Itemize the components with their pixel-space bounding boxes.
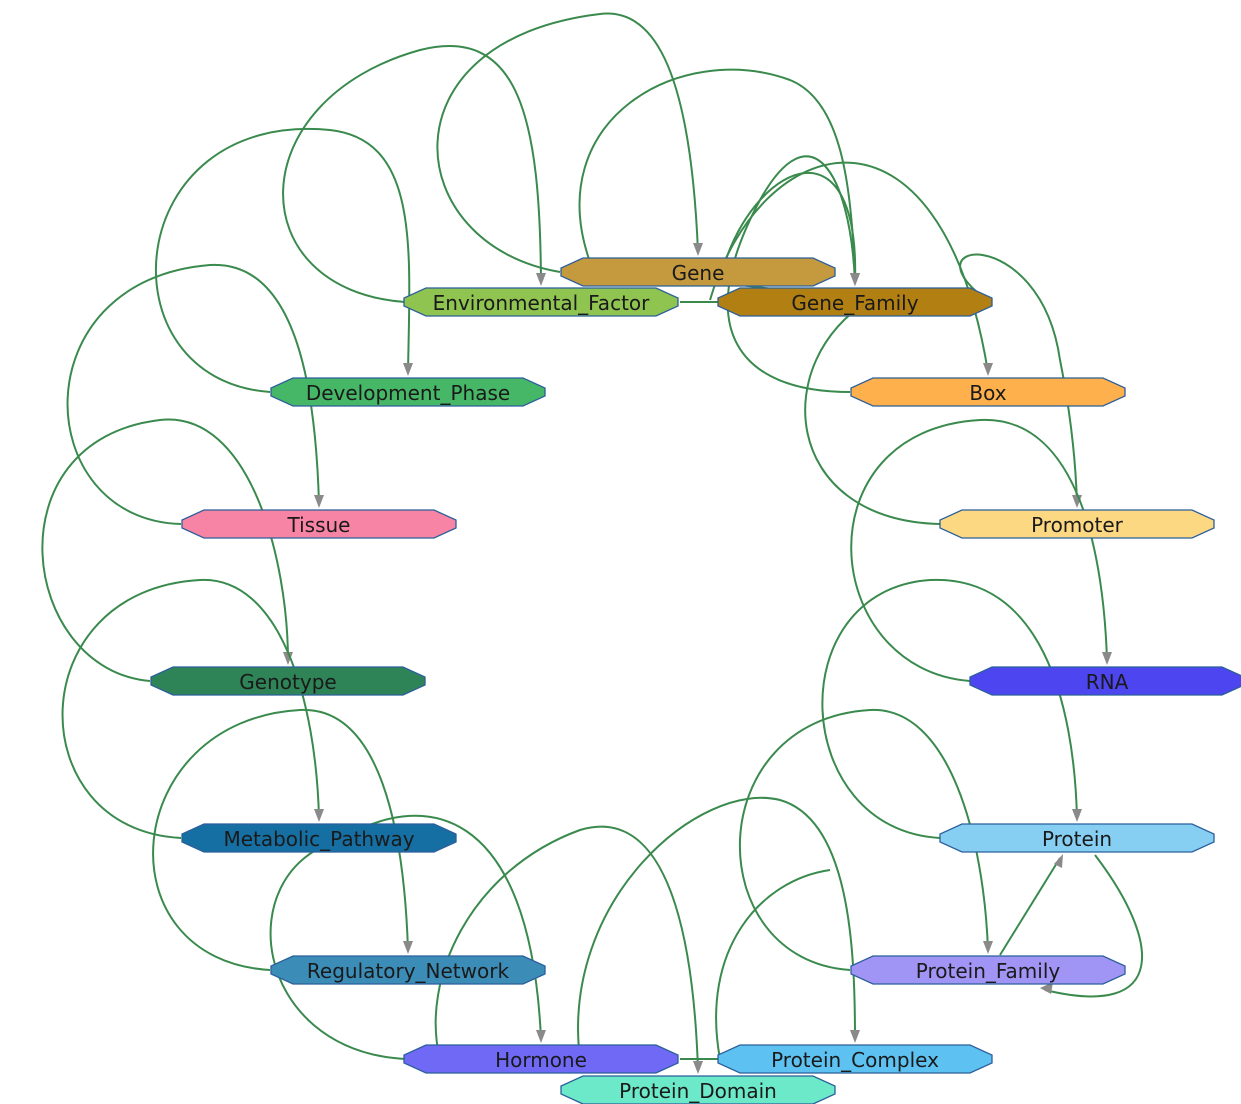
node-shape	[150, 666, 426, 696]
arrowhead-icon	[983, 941, 993, 954]
arrowhead-icon	[1054, 854, 1063, 868]
node-label: RNA	[1086, 670, 1129, 694]
node-gene[interactable]: Gene	[560, 257, 836, 287]
node-shape	[403, 287, 679, 317]
arrowhead-icon	[536, 273, 546, 286]
edge-5	[155, 127, 411, 393]
node-shape	[270, 377, 546, 407]
node-label: Gene	[672, 261, 725, 285]
node-regulatory-network[interactable]: Regulatory_Network	[270, 955, 546, 985]
node-label: Genotype	[239, 670, 336, 694]
arrowhead-icon	[403, 363, 413, 376]
node-shape	[270, 955, 546, 985]
edge-13	[821, 578, 1078, 839]
edge-12	[61, 578, 320, 839]
edge-17	[1044, 854, 1144, 998]
node-shape	[850, 377, 1126, 407]
node-shape	[717, 287, 993, 317]
arrowhead-icon	[983, 363, 993, 376]
arrowhead-icon	[536, 1030, 546, 1043]
edge-1	[578, 68, 856, 283]
edge-14	[152, 708, 409, 971]
node-protein-family[interactable]: Protein_Family	[850, 955, 1126, 985]
node-shape	[560, 1075, 836, 1104]
node-shape	[850, 955, 1126, 985]
edge-8	[959, 253, 1078, 505]
edge-10	[41, 418, 289, 682]
node-label: Box	[969, 381, 1006, 405]
node-label: Protein_Complex	[771, 1048, 939, 1072]
node-label: Regulatory_Network	[307, 959, 510, 983]
node-tissue[interactable]: Tissue	[181, 509, 457, 539]
node-shape	[939, 823, 1215, 853]
node-promoter[interactable]: Promoter	[939, 509, 1215, 539]
arrowhead-icon	[403, 941, 413, 954]
node-label: Protein_Family	[916, 959, 1061, 983]
edge-3	[724, 172, 857, 283]
node-protein[interactable]: Protein	[939, 823, 1215, 853]
node-label: Environmental_Factor	[433, 291, 651, 315]
node-environmental-factor[interactable]: Environmental_Factor	[403, 287, 679, 317]
node-box[interactable]: Box	[850, 377, 1126, 407]
node-label: Tissue	[287, 513, 351, 537]
node-label: Protein_Domain	[619, 1079, 777, 1103]
edge-6	[726, 155, 856, 393]
arrowhead-icon	[850, 273, 860, 286]
node-hormone[interactable]: Hormone	[403, 1044, 679, 1074]
node-label: Promoter	[1031, 513, 1124, 537]
node-label: Metabolic_Pathway	[223, 827, 414, 851]
node-label: Development_Phase	[306, 381, 510, 405]
edge-16	[999, 857, 1061, 956]
node-shape	[560, 257, 836, 287]
arrowhead-icon	[1040, 982, 1053, 994]
node-metabolic-pathway[interactable]: Metabolic_Pathway	[181, 823, 457, 853]
arrowhead-icon	[693, 1061, 703, 1074]
arrowhead-icon	[1072, 809, 1082, 822]
node-shape	[181, 509, 457, 539]
edge-0	[436, 12, 699, 273]
node-shape	[181, 823, 457, 853]
node-development-phase[interactable]: Development_Phase	[270, 377, 546, 407]
node-protein-domain[interactable]: Protein_Domain	[560, 1075, 836, 1104]
arrowhead-icon	[1102, 652, 1112, 665]
node-label: Protein	[1042, 827, 1112, 851]
node-shape	[403, 1044, 679, 1074]
node-label: Hormone	[495, 1048, 587, 1072]
edge-20	[434, 826, 699, 1071]
node-label: Gene_Family	[791, 291, 918, 315]
node-shape	[939, 509, 1215, 539]
arrowhead-icon	[314, 495, 324, 508]
node-layer: Gene Environmental_Factor Gene_Family Devel…	[150, 257, 1241, 1104]
edge-2	[282, 45, 542, 303]
arrowhead-icon	[283, 652, 293, 665]
node-gene-family[interactable]: Gene_Family	[717, 287, 993, 317]
edge-9	[804, 299, 941, 525]
node-rna[interactable]: RNA	[969, 666, 1241, 696]
node-shape	[717, 1044, 993, 1074]
node-shape	[969, 666, 1241, 696]
edge-layer	[41, 12, 1144, 1074]
arrowhead-icon	[314, 809, 324, 822]
node-genotype[interactable]: Genotype	[150, 666, 426, 696]
arrowhead-icon	[850, 1030, 860, 1043]
edge-11	[850, 418, 1108, 682]
edge-21	[715, 869, 831, 1060]
arrowhead-icon	[693, 243, 703, 256]
node-protein-complex[interactable]: Protein_Complex	[717, 1044, 993, 1074]
edge-19	[577, 797, 856, 1060]
